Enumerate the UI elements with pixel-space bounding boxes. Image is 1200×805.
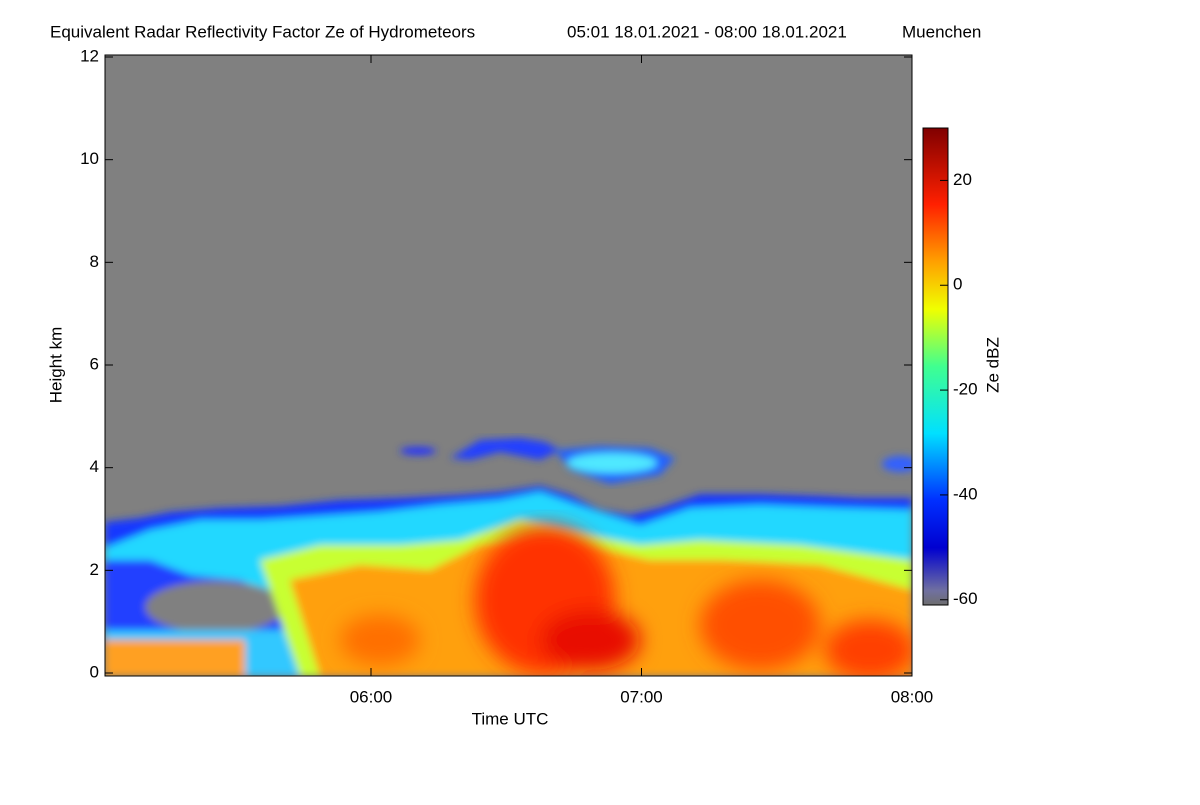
colorbar-label: Ze dBZ <box>983 337 1002 393</box>
period: 05:01 18.01.2021 - 08:00 18.01.2021 <box>567 22 847 41</box>
colorbar-tick-label: 20 <box>953 170 972 189</box>
colorbar-tick-label: -40 <box>953 484 978 503</box>
y-tick-label: 6 <box>90 354 99 373</box>
y-tick-label: 2 <box>90 560 99 579</box>
y-tick-label: 12 <box>80 46 99 65</box>
y-tick-label: 4 <box>90 457 99 476</box>
y-tick-label: 8 <box>90 252 99 271</box>
colorbar-tick-label: 0 <box>953 275 962 294</box>
y-tick-label: 0 <box>90 662 99 681</box>
chart-title: Equivalent Radar Reflectivity Factor Ze … <box>50 22 475 41</box>
x-tick-label: 08:00 <box>891 687 934 706</box>
y-tick-label: 10 <box>80 149 99 168</box>
x-tick-label: 06:00 <box>350 687 393 706</box>
radar-field <box>105 55 912 676</box>
y-axis-label: Height km <box>46 327 65 404</box>
x-tick-label: 07:00 <box>620 687 663 706</box>
x-axis-label: Time UTC <box>472 709 549 728</box>
colorbar-tick-label: -60 <box>953 589 978 608</box>
location: Muenchen <box>902 22 981 41</box>
colorbar-tick-label: -20 <box>953 380 978 399</box>
colorbar <box>922 127 949 606</box>
